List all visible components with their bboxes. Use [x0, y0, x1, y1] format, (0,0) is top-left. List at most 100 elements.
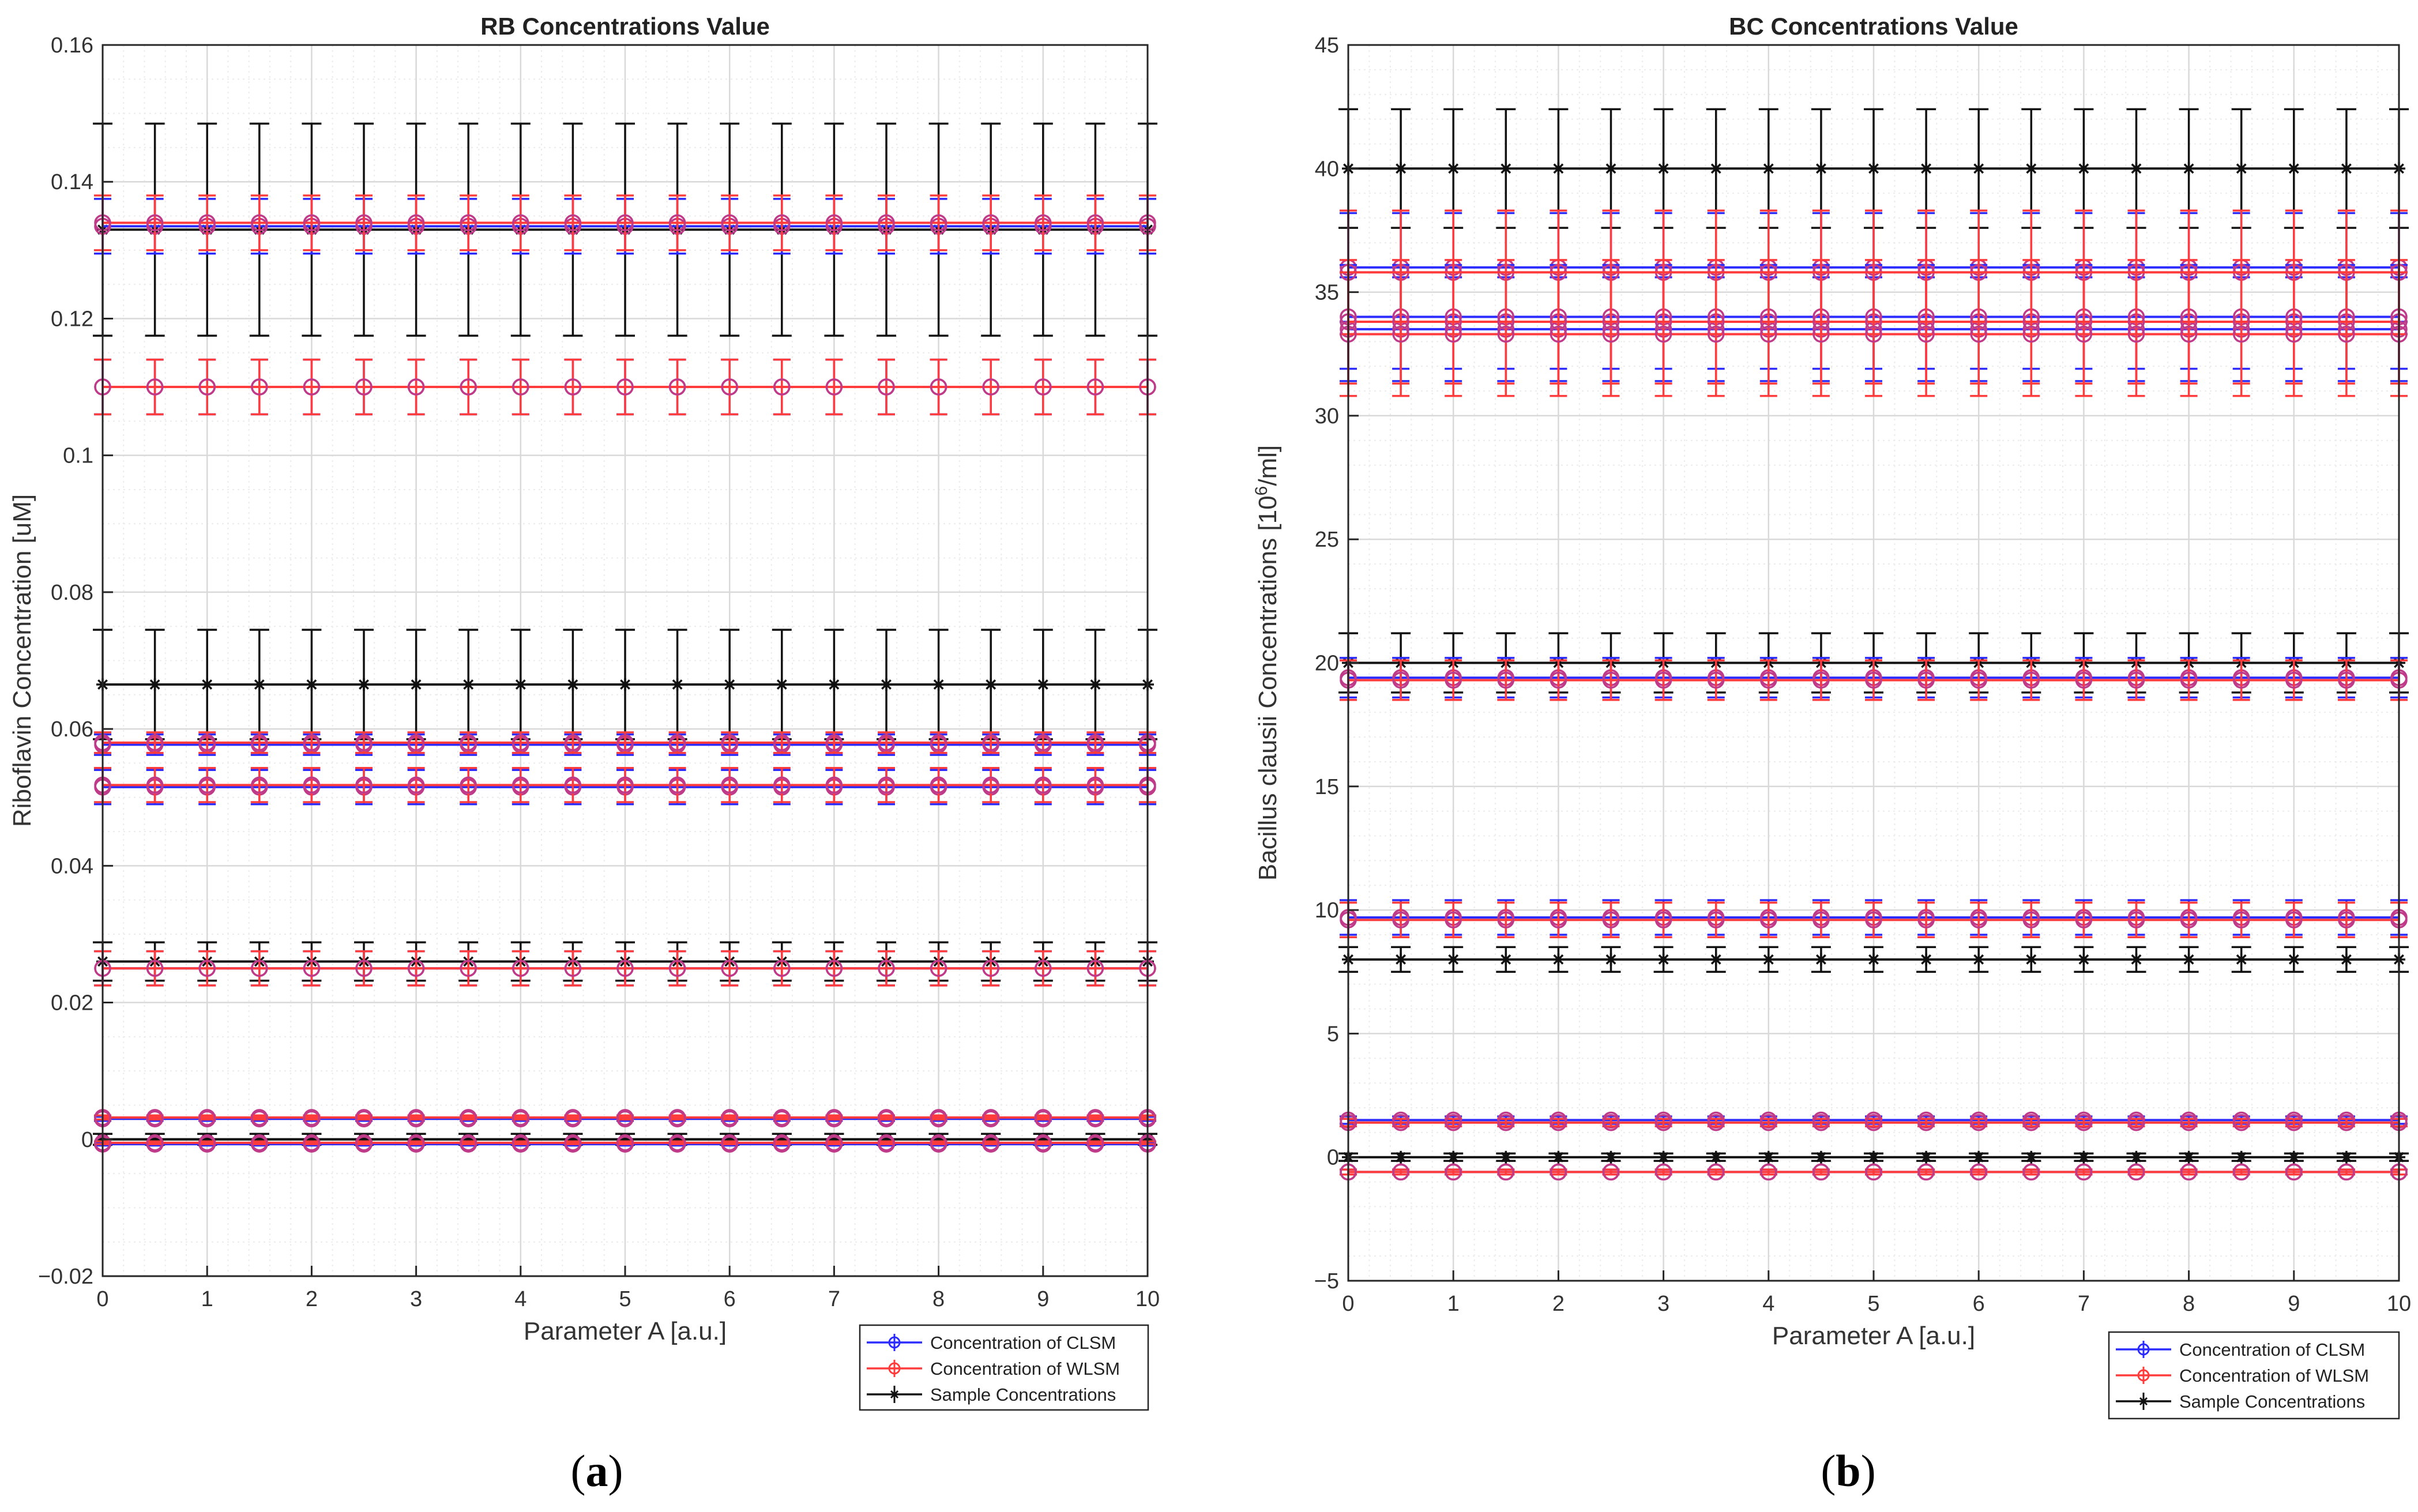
y-tick-label: 10	[1315, 898, 1339, 923]
circle-marker	[251, 378, 268, 396]
circle-marker	[878, 776, 895, 794]
circle-marker	[825, 776, 843, 794]
circle-marker	[460, 1109, 477, 1126]
y-tick-label: 0.12	[51, 307, 93, 331]
circle-marker	[773, 1134, 791, 1152]
asterisk-marker	[409, 678, 423, 691]
asterisk-marker	[358, 1133, 370, 1146]
circle-marker	[1086, 776, 1104, 794]
circle-marker	[1086, 734, 1104, 751]
asterisk-marker	[619, 1133, 631, 1146]
circle-marker	[930, 734, 947, 751]
legend-label: Concentration of CLSM	[2179, 1340, 2365, 1360]
caption-b-letter: b	[1836, 1446, 1861, 1496]
circle-marker	[2232, 911, 2250, 928]
asterisk-marker	[1920, 953, 1933, 966]
circle-marker	[564, 1109, 582, 1126]
circle-marker	[251, 960, 268, 977]
y-axis-label: Riboflavin Concentration [uM]	[8, 494, 36, 827]
circle-marker	[1035, 214, 1052, 232]
circle-marker	[1917, 1163, 1935, 1181]
asterisk-marker	[358, 678, 370, 691]
circle-marker	[1654, 911, 1672, 928]
circle-marker	[773, 960, 791, 977]
circle-marker	[564, 378, 582, 396]
caption-a: (a)	[570, 1446, 623, 1496]
y-tick-label: 15	[1315, 775, 1339, 799]
circle-marker	[198, 378, 216, 396]
circle-marker	[616, 378, 634, 396]
circle-marker	[878, 1109, 895, 1126]
circle-marker	[407, 378, 425, 396]
circle-marker	[2022, 911, 2040, 928]
asterisk-marker	[201, 1133, 214, 1146]
asterisk-marker	[2340, 1150, 2353, 1164]
chart-panel-a: 0 1 2 3 4 5 6 7 8 9 10−0.0200.020.040.060.080.10.1…	[8, 13, 1160, 1411]
asterisk-marker	[2340, 953, 2353, 966]
circle-marker	[1654, 325, 1672, 343]
circle-marker	[303, 1134, 321, 1152]
circle-marker	[1602, 1163, 1620, 1181]
circle-marker	[407, 734, 425, 751]
x-tick-label: 10	[1135, 1287, 1160, 1311]
asterisk-marker	[2235, 1150, 2248, 1164]
circle-marker	[2180, 325, 2198, 343]
circle-marker	[1035, 1134, 1052, 1152]
asterisk-marker	[1867, 953, 1880, 966]
x-tick-label: 5	[619, 1287, 631, 1311]
x-tick-label: 8	[932, 1287, 945, 1311]
circle-marker	[2232, 1114, 2250, 1131]
y-tick-label: 0	[1327, 1146, 1339, 1170]
asterisk-marker	[1447, 953, 1460, 966]
circle-marker	[1497, 911, 1515, 928]
circle-marker	[616, 1134, 634, 1152]
asterisk-marker	[775, 678, 788, 691]
asterisk-marker	[2077, 953, 2090, 966]
x-tick-label: 4	[514, 1287, 527, 1311]
circle-marker	[1760, 1114, 1777, 1131]
circle-marker	[512, 776, 529, 794]
asterisk-marker	[932, 678, 945, 691]
y-tick-label: 0.14	[51, 170, 93, 194]
asterisk-marker	[1867, 162, 1880, 175]
legend-circle-icon	[2137, 1343, 2150, 1356]
legend-label: Concentration of WLSM	[2179, 1366, 2369, 1386]
circle-marker	[773, 734, 791, 751]
circle-marker	[512, 214, 529, 232]
circle-marker	[2180, 1163, 2198, 1181]
asterisk-marker	[514, 678, 527, 691]
circle-marker	[616, 776, 634, 794]
circle-marker	[930, 1109, 947, 1126]
circle-marker	[721, 378, 738, 396]
circle-marker	[1550, 1163, 1567, 1181]
y-axis-label-main: Riboflavin Concentration [uM]	[8, 494, 36, 827]
circle-marker	[2285, 671, 2303, 689]
circle-marker	[2075, 1163, 2093, 1181]
circle-marker	[721, 1134, 738, 1152]
asterisk-marker	[1972, 162, 1985, 175]
circle-marker	[930, 1134, 947, 1152]
circle-marker	[2180, 1114, 2198, 1131]
asterisk-marker	[723, 678, 736, 691]
circle-marker	[668, 776, 686, 794]
circle-marker	[2232, 1163, 2250, 1181]
circle-marker	[2338, 671, 2355, 689]
circle-marker	[355, 1109, 373, 1126]
circle-marker	[1445, 325, 1462, 343]
circle-marker	[407, 960, 425, 977]
circle-marker	[1550, 911, 1567, 928]
asterisk-marker	[2235, 953, 2248, 966]
asterisk-marker	[409, 1133, 423, 1146]
circle-marker	[825, 214, 843, 232]
circle-marker	[1865, 671, 1882, 689]
asterisk-marker	[1499, 162, 1513, 175]
y-tick-label: 0.1	[63, 444, 93, 468]
circle-marker	[512, 1134, 529, 1152]
circle-marker	[721, 776, 738, 794]
circle-marker	[1497, 1114, 1515, 1131]
asterisk-marker	[1036, 1133, 1050, 1146]
asterisk-marker	[1604, 162, 1618, 175]
y-tick-label: 35	[1315, 281, 1339, 305]
circle-marker	[878, 378, 895, 396]
asterisk-marker	[1394, 1150, 1408, 1164]
